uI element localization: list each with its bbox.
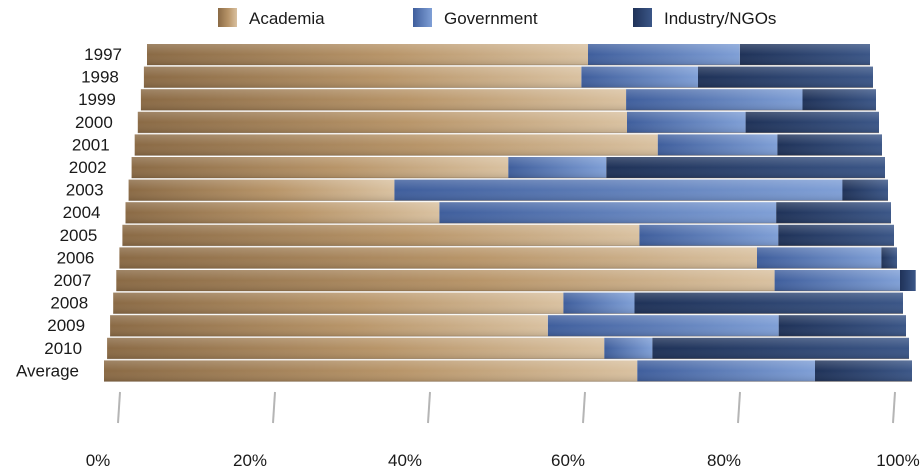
legend-label-academia: Academia <box>249 9 325 28</box>
bar-shine-1998 <box>143 66 873 88</box>
x-axis: 0% 20% 40% 60% 80% 100% <box>86 391 920 470</box>
y-label-1999: 1999 <box>78 90 116 109</box>
bar-shine-2002 <box>131 157 886 178</box>
legend-swatch-industry-ngos <box>633 8 652 27</box>
x-tick-mark-40 <box>427 391 431 424</box>
x-tick-label-100-pct: 100% <box>876 451 919 470</box>
y-label-2003: 2003 <box>66 181 104 200</box>
y-label-2005: 2005 <box>60 226 98 245</box>
y-label-average: Average <box>16 361 79 380</box>
bar-shine-1999 <box>140 89 876 111</box>
bar-2007-industry-ngos <box>900 270 916 291</box>
x-tick-mark-0 <box>117 391 121 424</box>
legend-swatch-academia <box>218 8 237 27</box>
y-label-2010: 2010 <box>44 339 82 358</box>
legend: Academia Government Industry/NGOs <box>218 8 776 28</box>
bar-shine-2004 <box>125 202 891 224</box>
bar-shine-2009 <box>110 315 907 337</box>
y-label-2004: 2004 <box>63 203 101 222</box>
y-label-2002: 2002 <box>69 158 107 177</box>
y-label-1998: 1998 <box>81 68 119 87</box>
y-axis-labels: 1997 1998 1999 2000 2001 2002 2003 2004 2005 2006… <box>16 45 122 380</box>
x-tick-label-80-pct: 80% <box>707 451 741 470</box>
y-label-2007: 2007 <box>53 271 91 290</box>
legend-label-government: Government <box>444 9 538 28</box>
bar-shine-1997 <box>147 44 870 65</box>
x-tick-mark-60 <box>582 391 586 424</box>
legend-swatch-government <box>413 8 432 27</box>
y-label-2008: 2008 <box>50 294 88 313</box>
y-label-1997: 1997 <box>84 45 122 64</box>
bar-shine-2001 <box>134 134 882 156</box>
x-tick-label-40-pct: 40% <box>388 451 422 470</box>
y-label-2000: 2000 <box>75 113 113 132</box>
y-label-2001: 2001 <box>72 135 110 154</box>
x-tick-label-60-pct: 60% <box>551 451 585 470</box>
bar-shine-2006 <box>119 247 897 269</box>
x-tick-label-0-pct: 0% <box>86 451 111 470</box>
x-tick-label-20-pct: 20% <box>233 451 267 470</box>
bar-shine-2005 <box>122 224 894 246</box>
bar-shine-2000 <box>137 111 880 133</box>
y-label-2009: 2009 <box>47 316 85 335</box>
x-tick-mark-100 <box>892 391 896 424</box>
bar-shine-2008 <box>113 292 903 314</box>
bars-group <box>104 44 916 382</box>
bar-shine-2007 <box>116 270 901 291</box>
y-label-2006: 2006 <box>57 248 95 267</box>
bar-shine-2003 <box>128 179 889 201</box>
bar-shine-2010 <box>107 337 910 359</box>
legend-label-industry-ngos: Industry/NGOs <box>664 9 776 28</box>
x-tick-mark-80 <box>737 391 741 424</box>
bar-shine-average <box>104 360 912 382</box>
x-tick-mark-20 <box>272 391 276 424</box>
